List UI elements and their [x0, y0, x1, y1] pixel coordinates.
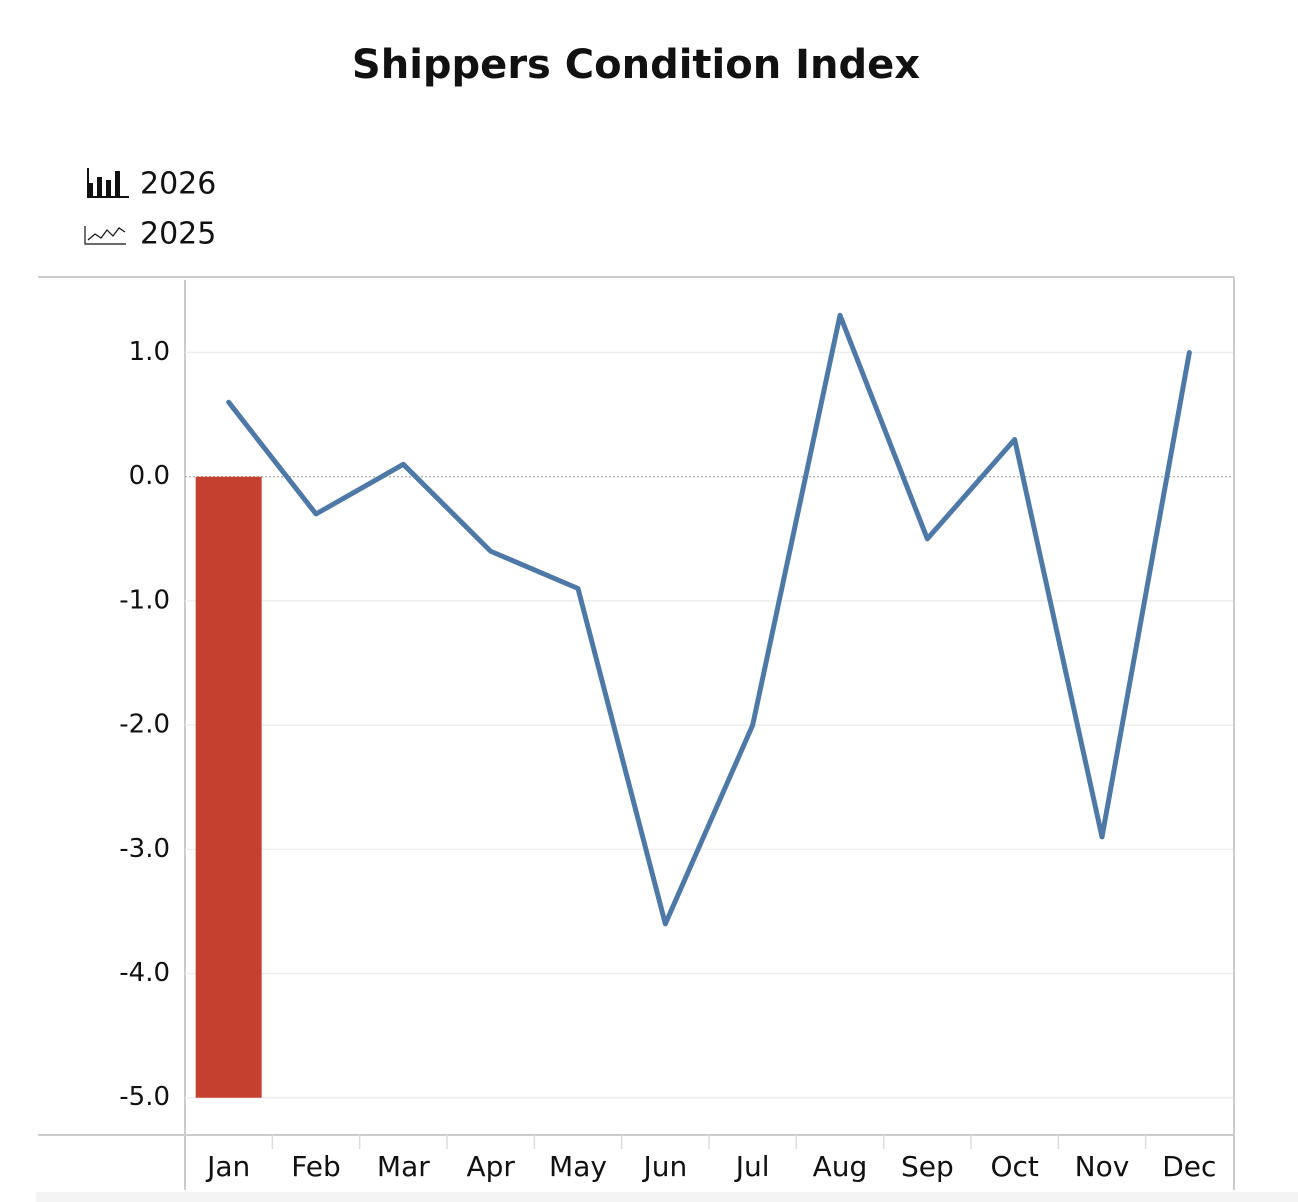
y-tick-label: -4.0 — [119, 958, 170, 988]
frame — [38, 276, 1235, 1190]
chart-title: Shippers Condition Index — [352, 42, 920, 88]
y-tick-label: 0.0 — [129, 461, 170, 491]
x-tick-label: Dec — [1162, 1150, 1216, 1183]
x-tick-label: Apr — [466, 1150, 515, 1183]
x-tick-label: Nov — [1075, 1150, 1130, 1183]
legend-label: 2026 — [140, 167, 216, 202]
x-tick-label: Jun — [641, 1150, 687, 1183]
legend-icon-bar — [87, 168, 129, 198]
y-tick-label: -5.0 — [119, 1082, 170, 1112]
legend-icon-line — [84, 226, 126, 245]
x-tick-label: Oct — [990, 1150, 1038, 1183]
x-tick-label: Jul — [734, 1150, 770, 1183]
bar — [195, 476, 262, 1098]
x-tick-label: Mar — [377, 1150, 430, 1183]
x-tick-label: Sep — [901, 1150, 954, 1183]
y-tick-label: -3.0 — [119, 834, 170, 864]
line — [226, 312, 1192, 927]
y-tick-label: 1.0 — [129, 337, 170, 367]
footer-strip — [36, 1192, 1298, 1202]
x-tick-label: Feb — [291, 1150, 341, 1183]
legend-label: 2025 — [140, 217, 216, 252]
x-tick-label: Jan — [205, 1150, 250, 1183]
x-tick-label: Aug — [813, 1150, 868, 1183]
x-tick-label: May — [549, 1150, 607, 1183]
y-tick-label: -1.0 — [119, 585, 170, 615]
y-tick-label: -2.0 — [119, 710, 170, 740]
